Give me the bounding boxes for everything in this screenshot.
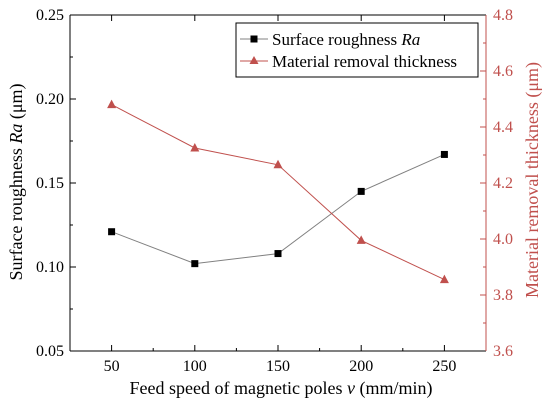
series-line-surface-roughness bbox=[111, 153, 445, 265]
plot-frame bbox=[69, 14, 487, 352]
legend-entry-material-removal: Material removal thickness bbox=[240, 52, 457, 71]
legend: Surface roughness Ra Material removal th… bbox=[235, 22, 479, 78]
y-right-tick-label: 4.0 bbox=[493, 231, 513, 248]
data-point-surface-roughness bbox=[357, 187, 365, 195]
legend-box bbox=[235, 22, 479, 78]
y-left-axis-title: Surface roughness Ra (μm) bbox=[6, 83, 27, 280]
legend-entry-surface-roughness: Surface roughness Ra bbox=[240, 30, 420, 49]
data-point-surface-roughness bbox=[191, 260, 199, 268]
x-tick-label: 250 bbox=[432, 358, 456, 375]
x-tick-label: 150 bbox=[266, 358, 290, 375]
data-point-material-removal bbox=[190, 143, 200, 152]
legend-marker-square bbox=[250, 35, 258, 43]
y-right-tick-label: 3.6 bbox=[493, 343, 513, 360]
y-right-tick-label: 4.2 bbox=[493, 175, 513, 192]
data-point-material-removal bbox=[107, 99, 117, 109]
y-left-tick-label: 0.05 bbox=[36, 343, 64, 360]
x-tick-label: 50 bbox=[104, 358, 120, 375]
x-axis-title: Feed speed of magnetic poles v (mm/min) bbox=[130, 378, 433, 399]
y-right-tick-label: 4.6 bbox=[493, 63, 513, 80]
y-left-tick-label: 0.10 bbox=[36, 259, 64, 276]
y-left-tick-label: 0.25 bbox=[36, 7, 64, 24]
legend-label-material-removal: Material removal thickness bbox=[272, 52, 457, 71]
y-right-tick-label: 3.8 bbox=[493, 287, 513, 304]
x-tick-label: 200 bbox=[349, 358, 373, 375]
ticks-layer: 0.05 0.10 0.15 0.20 0.25 3.6 3.8 4.0 4.2 4.4 4.6 4.… bbox=[36, 7, 513, 375]
data-point-surface-roughness bbox=[274, 250, 282, 258]
data-point-surface-roughness bbox=[440, 150, 448, 158]
y-right-axis-title: Material removal thickness (μm) bbox=[522, 62, 543, 298]
data-point-surface-roughness bbox=[108, 228, 116, 236]
series-layer bbox=[107, 99, 449, 284]
y-right-tick-label: 4.4 bbox=[493, 119, 513, 136]
x-tick-label: 100 bbox=[183, 358, 207, 375]
legend-marker-triangle bbox=[249, 56, 259, 64]
data-point-material-removal bbox=[439, 274, 449, 284]
legend-label-surface-roughness: Surface roughness Ra bbox=[272, 30, 420, 49]
y-left-tick-label: 0.20 bbox=[36, 91, 64, 108]
data-point-material-removal bbox=[356, 235, 366, 244]
data-point-material-removal bbox=[273, 159, 283, 169]
y-left-tick-label: 0.15 bbox=[36, 175, 64, 192]
y-right-tick-label: 4.8 bbox=[493, 7, 513, 24]
